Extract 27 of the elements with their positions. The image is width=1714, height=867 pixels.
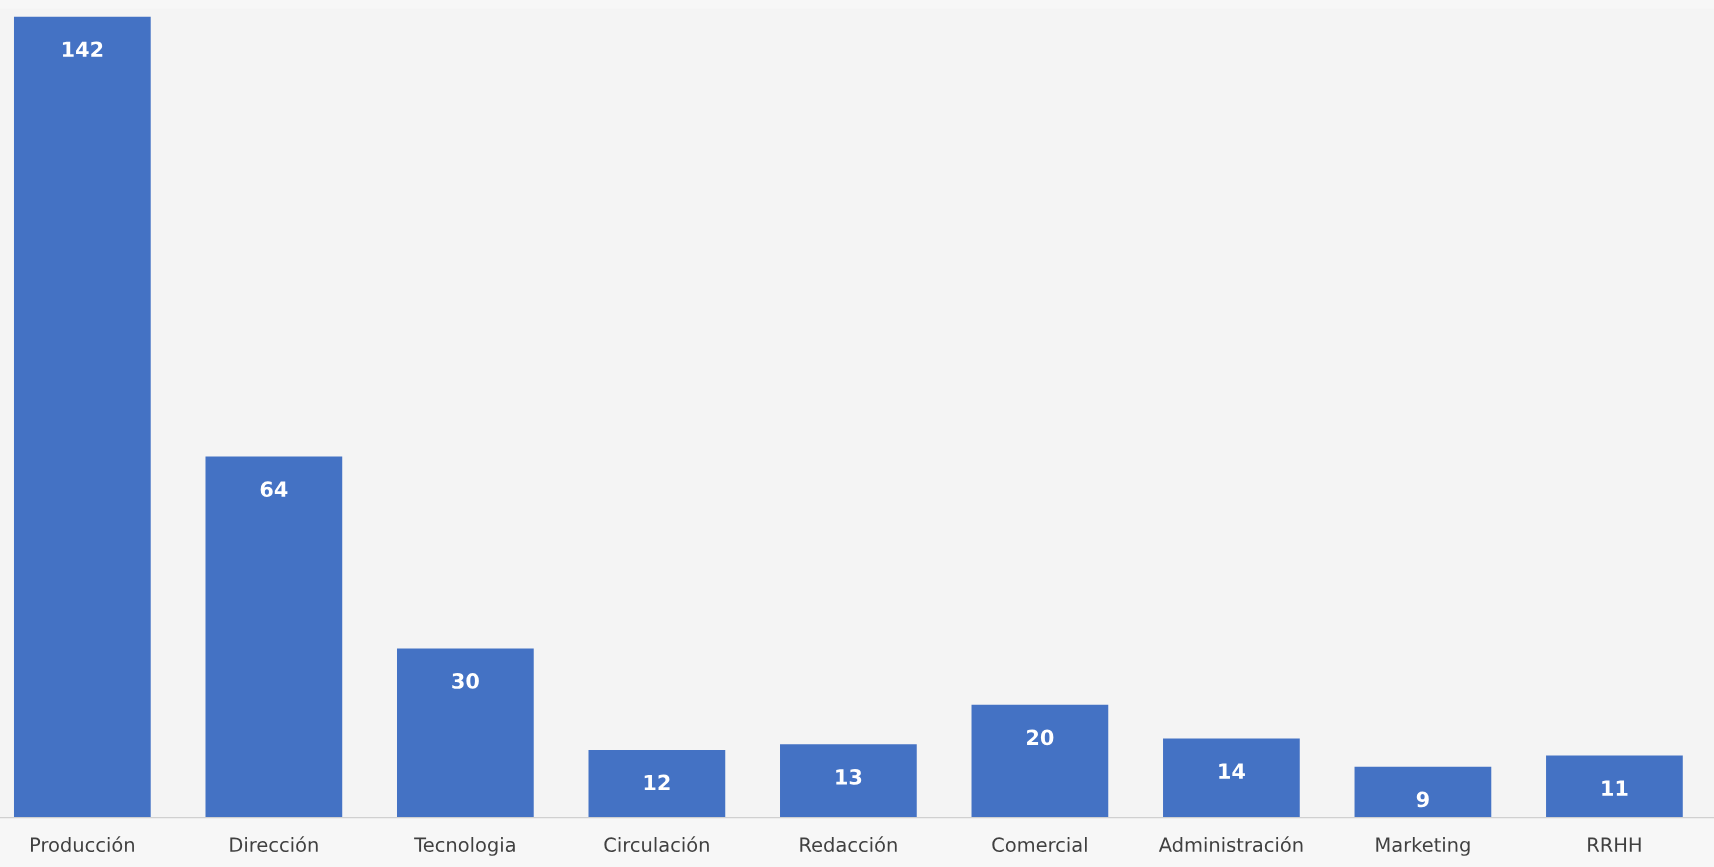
x-tick-label: Producción [31, 836, 134, 853]
data-label: 12 [644, 774, 670, 791]
bar [588, 749, 726, 818]
data-label: 142 [62, 41, 103, 57]
data-label: 14 [1219, 763, 1245, 779]
data-label: 20 [1027, 729, 1054, 746]
data-label: 64 [260, 481, 288, 498]
bar [13, 16, 151, 818]
bar [1546, 755, 1683, 818]
data-label: 9 [1416, 791, 1429, 808]
bar [1163, 738, 1300, 818]
x-tick-label: Dirección [230, 836, 318, 853]
x-tick-label: Marketing [1376, 837, 1470, 856]
x-tick-label: RRHH [1588, 837, 1641, 852]
bar [1354, 766, 1492, 818]
data-label: 30 [452, 673, 479, 689]
x-tick-label: Tecnologia [414, 837, 515, 856]
data-label: 11 [1602, 780, 1628, 796]
bar [971, 704, 1109, 818]
x-tick-label: Comercial [992, 837, 1087, 853]
bar [397, 648, 534, 818]
x-tick-label: Administración [1158, 836, 1303, 853]
x-tick-label: Redacción [800, 836, 897, 853]
bar [205, 456, 343, 818]
data-label: 13 [836, 768, 862, 785]
x-tick-label: Circulación [604, 836, 709, 853]
bar [780, 744, 917, 818]
